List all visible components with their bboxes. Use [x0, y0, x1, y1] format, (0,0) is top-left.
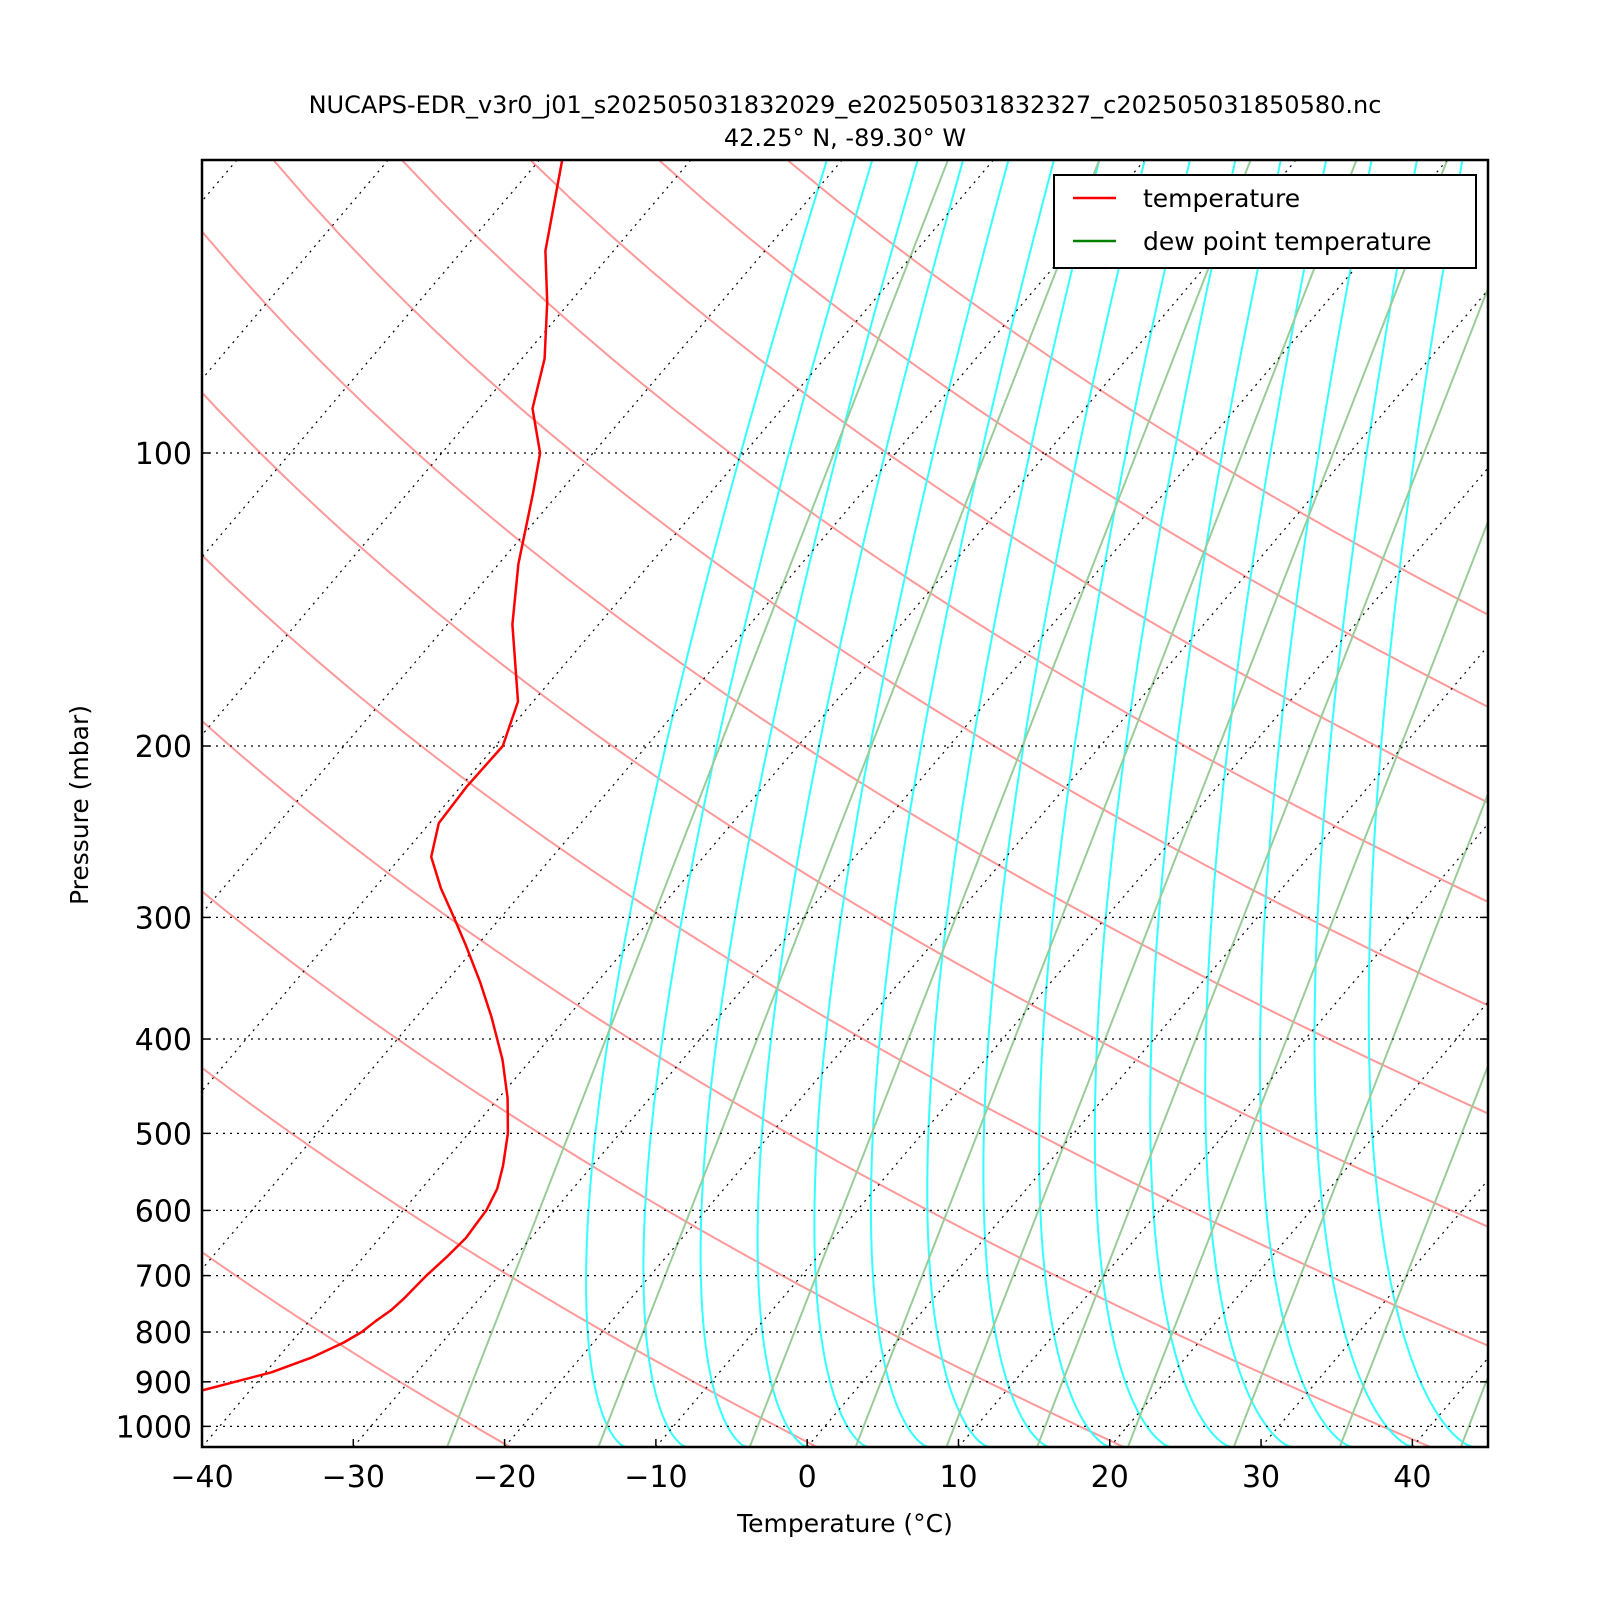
mixing-ratio-line	[1338, 1063, 1488, 1447]
dry-adiabat-line	[658, 160, 1488, 708]
dry-adiabat-line	[202, 553, 1488, 1347]
x-tick-label: 0	[798, 1460, 817, 1495]
isotherm-gridline	[352, 160, 1448, 1447]
moist-adiabat-line	[756, 160, 965, 1447]
mixing-ratio-line	[446, 160, 949, 1447]
background-lines	[202, 160, 1600, 1447]
isotherm-gridline	[202, 160, 1297, 1447]
mixing-ratio-line	[748, 160, 1252, 1447]
isotherm-gridline	[504, 289, 1488, 1447]
dry-adiabat-line	[202, 1250, 511, 1447]
isotherm-gridline	[202, 160, 540, 558]
mixing-ratio-line	[1036, 285, 1488, 1447]
dry-adiabat-line	[202, 1066, 818, 1447]
dry-adiabat-line	[401, 160, 1488, 904]
isotherm-gridline	[1260, 1179, 1488, 1447]
dry-adiabat-line	[202, 890, 1125, 1447]
y-tick-label: 400	[135, 1023, 192, 1058]
isotherm-gridline	[202, 160, 843, 914]
isotherm-gridline	[202, 160, 1146, 1270]
dry-adiabat-line	[272, 160, 1488, 1007]
legend-frame	[1053, 174, 1477, 269]
x-tick-label: −20	[473, 1460, 536, 1495]
y-tick-label: 1000	[116, 1410, 192, 1445]
isotherm-gridline	[958, 823, 1488, 1447]
isotherm-gridline	[202, 160, 389, 380]
y-tick-label: 100	[135, 437, 192, 472]
mixing-ratio-line	[1582, 160, 1600, 1447]
x-tick-label: −30	[322, 1460, 385, 1495]
isotherm-gridline	[806, 645, 1488, 1447]
dry-adiabat-line	[202, 229, 1488, 1115]
moist-adiabat-line	[585, 160, 828, 1447]
dry-adiabat-line	[202, 391, 1488, 1228]
moist-adiabat-line	[699, 160, 919, 1447]
isotherm-gridline	[1411, 1357, 1488, 1447]
mixing-ratio-line	[1232, 791, 1488, 1447]
isotherm-gridline	[1564, 160, 1600, 1447]
x-tick-label: −10	[624, 1460, 687, 1495]
mixing-ratio-line	[1459, 1374, 1488, 1447]
mixing-ratio-line	[1126, 519, 1488, 1447]
y-tick-label: 200	[135, 730, 192, 765]
mixing-ratio-line	[854, 160, 1358, 1447]
y-tick-label: 600	[135, 1194, 192, 1229]
moist-adiabat-line	[982, 160, 1146, 1447]
isotherm-gridline	[202, 160, 692, 736]
moist-adiabat-line	[1313, 160, 1418, 1447]
moist-adiabat-line	[1367, 160, 1474, 1447]
y-tick-label: 300	[135, 901, 192, 936]
x-tick-label: 30	[1242, 1460, 1280, 1495]
mixing-ratio-line	[945, 160, 1449, 1447]
x-tick-label: −40	[170, 1460, 233, 1495]
x-tick-label: 40	[1393, 1460, 1431, 1495]
temperature-line	[202, 160, 564, 1392]
moist-adiabat-line	[869, 160, 1055, 1447]
x-tick-label: 10	[939, 1460, 977, 1495]
plot-frame	[200, 158, 1490, 1449]
moist-adiabat-line	[1093, 160, 1237, 1447]
legend: temperature dew point temperature	[1053, 174, 1477, 269]
data-lines	[0, 160, 564, 1447]
moist-adiabat-line	[642, 160, 874, 1447]
moist-adiabat-line	[1259, 160, 1373, 1447]
x-tick-label: 20	[1091, 1460, 1129, 1495]
moist-adiabat-line	[813, 160, 1010, 1447]
axis-ticks: −40 −30 −20 −10 0 10 20 30 40 100 200 300 400 500 600 7…	[116, 437, 1488, 1495]
mixing-ratio-line	[597, 160, 1101, 1447]
moist-adiabat-line	[1204, 160, 1328, 1447]
y-tick-label: 500	[135, 1117, 192, 1152]
x-axis-label: Temperature (°C)	[736, 1509, 953, 1538]
isotherm-gridline	[655, 467, 1488, 1447]
dry-adiabat-line	[529, 160, 1488, 804]
y-axis-label: Pressure (mbar)	[65, 705, 94, 905]
dewpoint-line	[0, 160, 22, 1447]
y-tick-label: 700	[135, 1260, 192, 1295]
grid-lines	[202, 160, 1600, 1447]
moist-adiabat-line	[1038, 160, 1191, 1447]
y-tick-label: 800	[135, 1316, 192, 1351]
moist-adiabat-line	[926, 160, 1101, 1447]
chart-subtitle: 42.25° N, -89.30° W	[724, 124, 966, 152]
legend-dewpoint-label: dew point temperature	[1143, 227, 1432, 256]
moist-adiabat-line	[1149, 160, 1282, 1447]
legend-temperature-label: temperature	[1143, 184, 1300, 213]
isotherm-gridline	[202, 160, 994, 1092]
chart-title: NUCAPS-EDR_v3r0_j01_s202505031832029_e20…	[309, 91, 1382, 119]
y-tick-label: 900	[135, 1366, 192, 1401]
isotherm-gridline	[1109, 1001, 1488, 1447]
dry-adiabat-line	[202, 719, 1431, 1447]
